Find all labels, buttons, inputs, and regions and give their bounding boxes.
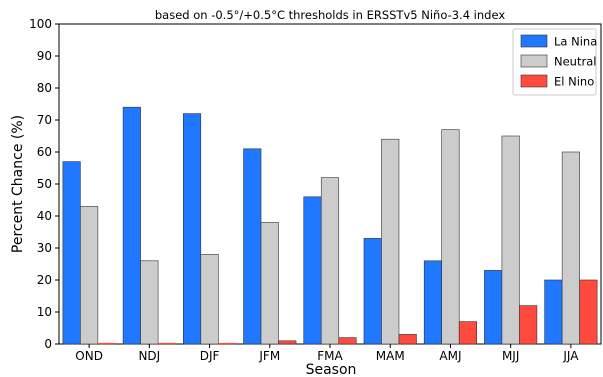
x-tick-label: FMA: [317, 349, 343, 363]
bar-neutral: [501, 135, 520, 345]
y-tick-label: 60: [37, 145, 52, 159]
bar-la-nina: [544, 279, 563, 345]
legend: La Nina Neutral El Nino: [512, 28, 597, 96]
bar-neutral: [260, 222, 279, 345]
bar-la-nina: [423, 260, 442, 345]
x-tick-label: AMJ: [439, 349, 461, 363]
x-tick-label: JFM: [258, 349, 280, 363]
y-tick-label: 30: [37, 241, 52, 255]
y-tick-label: 100: [29, 17, 52, 31]
y-tick-label: 70: [37, 113, 52, 127]
bar-neutral: [200, 254, 219, 345]
y-tick-label: 50: [37, 177, 52, 191]
x-tick-label: OND: [75, 349, 103, 363]
legend-label: La Nina: [554, 35, 597, 49]
bar-neutral: [140, 260, 159, 345]
bar-el-nino: [278, 340, 297, 345]
legend-swatch: [520, 34, 548, 48]
y-tick-label: 90: [37, 49, 52, 63]
y-tick-label: 0: [44, 337, 52, 351]
x-tick-label: JJA: [562, 349, 579, 363]
x-tick-label: NDJ: [138, 349, 160, 363]
bar-la-nina: [62, 161, 81, 345]
y-tick-label: 10: [37, 305, 52, 319]
plot-area: 0 10 20 30 40 50 60 70 80 90 100 OND NDJ DJF JFM FMA MAM…: [29, 17, 602, 363]
bar-neutral: [320, 177, 340, 345]
bar-la-nina: [484, 270, 503, 345]
bar-neutral: [561, 151, 580, 345]
y-tick-label: 20: [37, 273, 52, 287]
bar-el-nino: [338, 337, 357, 345]
chart-subtitle: based on -0.5°/+0.5°C thresholds in ERSS…: [155, 8, 505, 22]
y-tick-label: 40: [37, 209, 52, 223]
y-axis-title: Percent Chance (%): [10, 115, 26, 253]
bar-la-nina: [183, 113, 202, 345]
bar-la-nina: [303, 196, 322, 345]
y-tick-label: 80: [37, 81, 52, 95]
bar-el-nino: [398, 334, 417, 345]
legend-label: Neutral: [554, 55, 596, 69]
x-tick-label: DJF: [200, 349, 220, 363]
legend-label: El Nino: [554, 75, 594, 89]
legend-swatch: [520, 54, 548, 68]
bar-neutral: [381, 138, 400, 345]
bar-el-nino: [579, 279, 598, 345]
x-tick-label: MJJ: [502, 349, 519, 363]
bar-la-nina: [122, 106, 141, 345]
bar-neutral: [80, 206, 99, 345]
bar-la-nina: [363, 238, 382, 345]
bar-la-nina: [243, 148, 262, 345]
bar-neutral: [441, 129, 460, 345]
bar-el-nino: [519, 305, 538, 345]
x-tick-label: MAM: [376, 349, 405, 363]
legend-swatch: [520, 74, 548, 88]
bar-el-nino: [458, 321, 477, 345]
x-axis-title: Season: [306, 362, 357, 377]
